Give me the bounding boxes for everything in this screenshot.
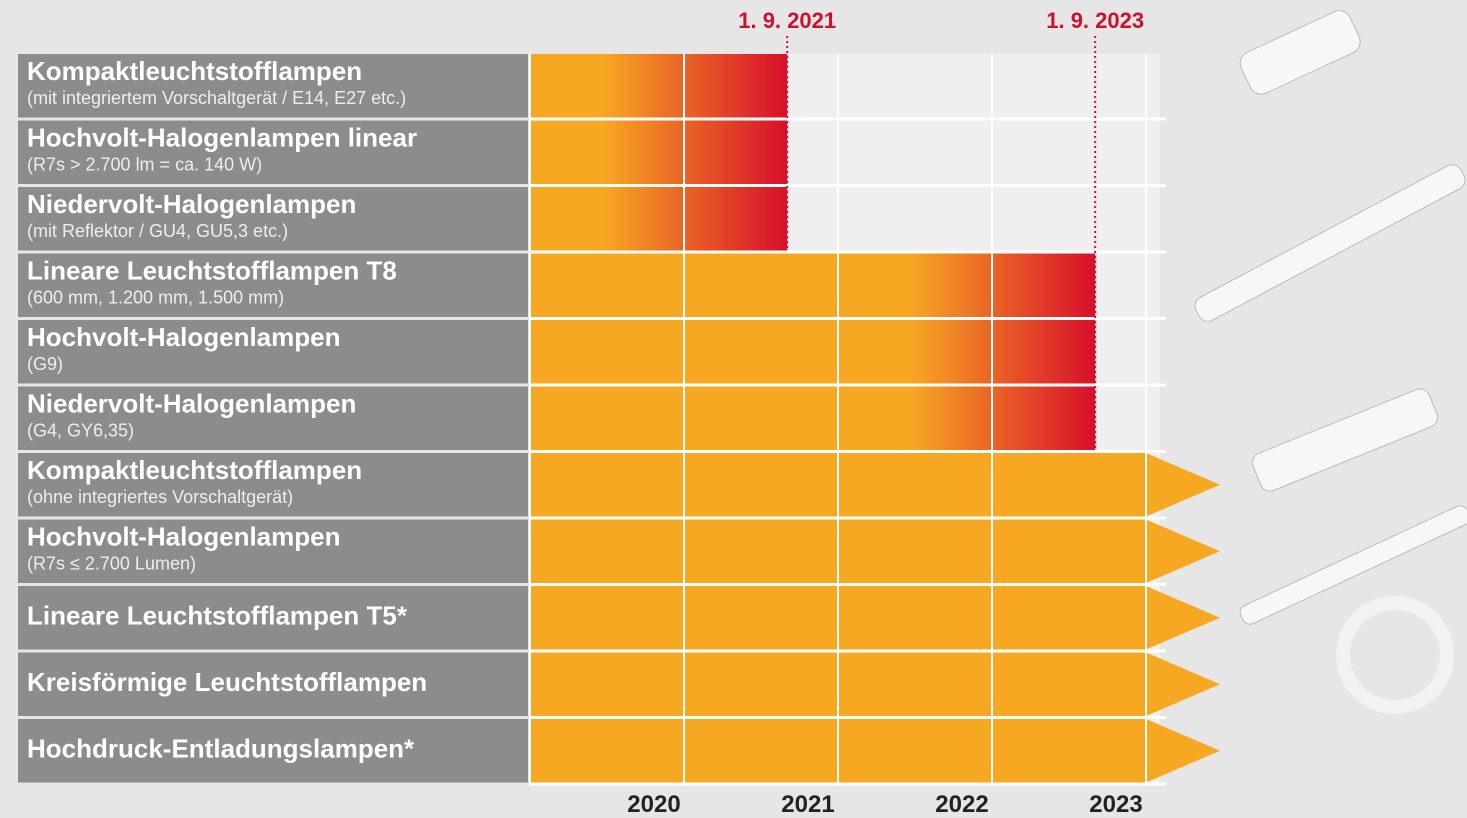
row-title: Hochdruck-Entladungslampen*	[27, 734, 415, 764]
x-tick-label: 2020	[627, 791, 680, 818]
row-title: Hochvolt-Halogenlampen linear	[27, 122, 417, 152]
row-title: Hochvolt-Halogenlampen	[27, 322, 340, 352]
bar	[530, 121, 787, 185]
marker-label: 1. 9. 2023	[1046, 8, 1144, 33]
bar-open-ended	[530, 653, 1220, 717]
row-title: Hochvolt-Halogenlampen	[27, 521, 340, 551]
bar	[530, 387, 1095, 451]
x-tick-label: 2023	[1089, 791, 1142, 818]
x-tick-label: 2021	[781, 791, 834, 818]
bar	[530, 254, 1095, 318]
row-title: Kompaktleuchtstofflampen	[27, 455, 362, 485]
bar	[530, 320, 1095, 384]
row-subtitle: (G9)	[27, 354, 63, 374]
row-subtitle: (ohne integriertes Vorschaltgerät)	[27, 487, 293, 507]
marker-label: 1. 9. 2021	[738, 8, 836, 33]
lamp-pictures	[1191, 7, 1467, 707]
x-tick-label: 2022	[935, 791, 988, 818]
bar	[530, 54, 787, 118]
row-title: Lineare Leuchtstofflampen T5*	[27, 601, 408, 631]
row-title: Niedervolt-Halogenlampen	[27, 189, 356, 219]
bar	[530, 187, 787, 251]
bar-open-ended	[530, 453, 1220, 517]
row-subtitle: (G4, GY6,35)	[27, 420, 134, 440]
row-title: Lineare Leuchtstofflampen T8	[27, 255, 397, 285]
row-title: Kompaktleuchtstofflampen	[27, 56, 362, 86]
row-subtitle: (R7s ≤ 2.700 Lumen)	[27, 553, 196, 573]
row-title: Niedervolt-Halogenlampen	[27, 388, 356, 418]
bar-open-ended	[530, 719, 1220, 783]
row-subtitle: (R7s > 2.700 lm = ca. 140 W)	[27, 154, 262, 174]
row-subtitle: (mit integriertem Vorschaltgerät / E14, …	[27, 88, 406, 108]
row-subtitle: (600 mm, 1.200 mm, 1.500 mm)	[27, 287, 284, 307]
row-subtitle: (mit Reflektor / GU4, GU5,3 etc.)	[27, 221, 288, 241]
bar-open-ended	[530, 586, 1220, 650]
bar-open-ended	[530, 520, 1220, 584]
chart: Kompaktleuchtstofflampen(mit integrierte…	[0, 0, 1467, 818]
row-title: Kreisförmige Leuchtstofflampen	[27, 667, 427, 697]
